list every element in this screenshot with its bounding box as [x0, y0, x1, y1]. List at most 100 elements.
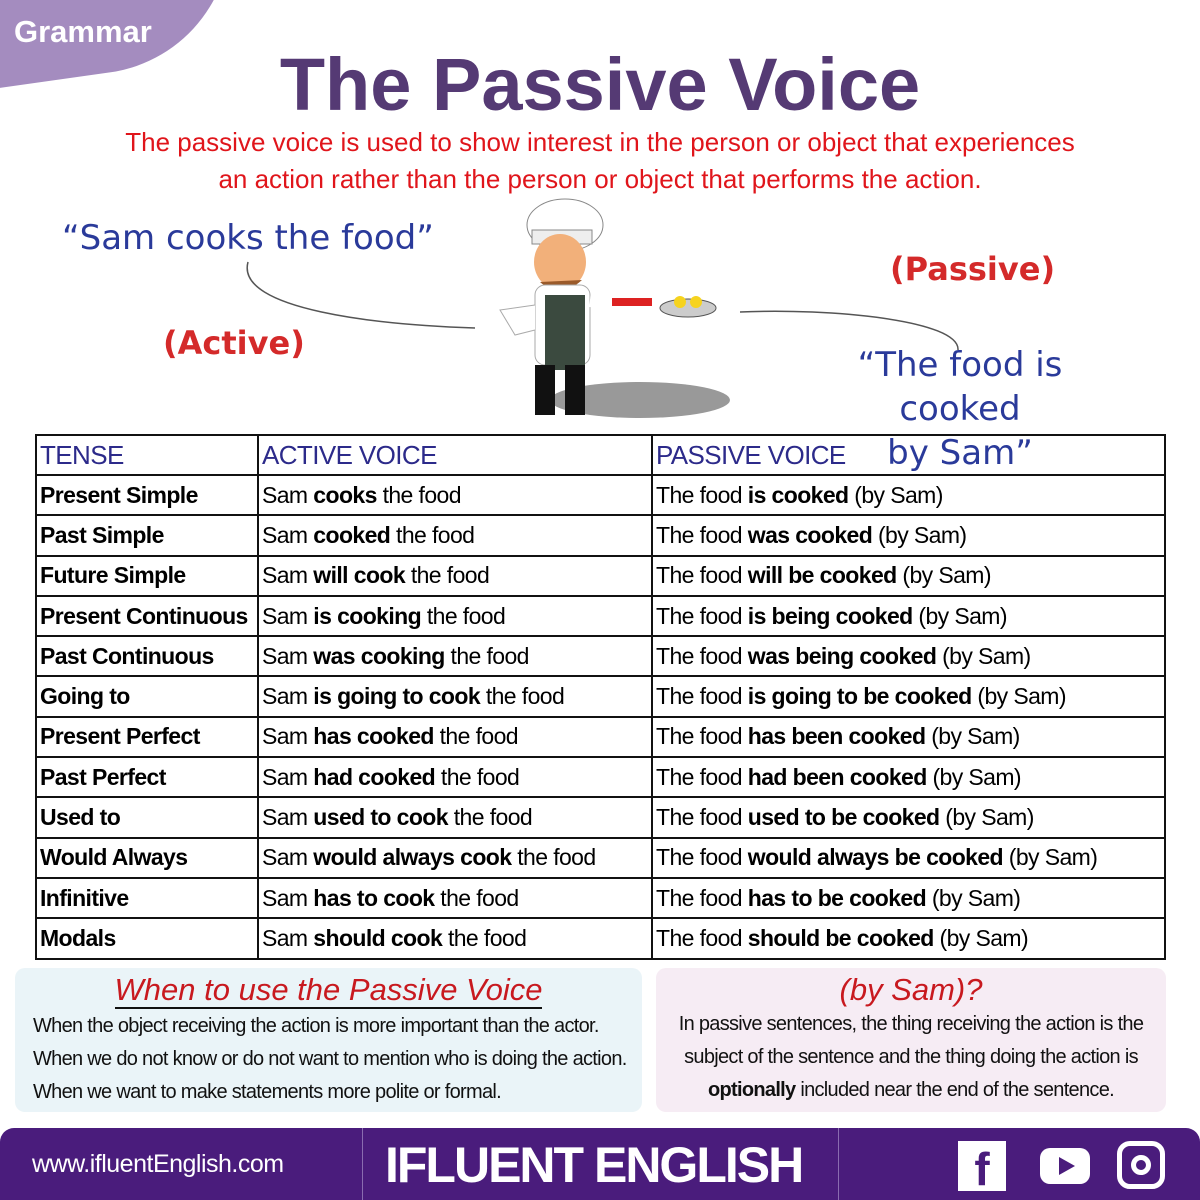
verb-phrase: is being cooked: [747, 602, 913, 629]
active-cell: Sam cooked the food: [257, 514, 653, 557]
passive-cell: The food was cooked (by Sam): [651, 514, 1166, 557]
tense-cell: Would Always: [35, 836, 259, 879]
passive-cell: The food will be cooked (by Sam): [651, 554, 1166, 597]
when-to-use-box: When to use the Passive Voice When the o…: [15, 968, 642, 1112]
verb-phrase: should be cooked: [747, 924, 935, 951]
cell-text: (by Sam): [926, 763, 1021, 790]
table-row: Present Simple Sam cooks the food The food…: [35, 473, 1166, 517]
passive-cell: The food was being cooked (by Sam): [651, 635, 1166, 678]
cell-text: the food: [405, 562, 490, 589]
tense-cell: Going to: [35, 675, 259, 718]
cell-text: The food: [656, 562, 748, 589]
when-title: When to use the Passive Voice: [15, 972, 642, 1009]
verb-phrase: would always be cooked: [747, 844, 1004, 871]
when-line: When we do not know or do not want to me…: [33, 1048, 627, 1070]
verb-phrase: would always cook: [313, 844, 512, 871]
cell-text: Sam: [262, 481, 314, 508]
passive-cell: The food has been cooked (by Sam): [651, 715, 1166, 759]
cell-text: the food: [376, 481, 462, 508]
active-cell: Sam had cooked the food: [257, 756, 653, 799]
cell-text: Sam: [262, 562, 314, 589]
table-row: Going to Sam is going to cook the food The…: [35, 675, 1166, 718]
table-row: Past Simple Sam cooked the food The food w…: [35, 514, 1166, 557]
cell-text: (by Sam): [925, 723, 1020, 750]
cell-text: Sam: [262, 602, 314, 629]
cell-text: Sam: [262, 844, 314, 871]
cell-text: The food: [656, 804, 748, 831]
subtitle: The passive voice is used to show intere…: [0, 124, 1200, 198]
table-row: Infinitive Sam has to cook the food The fo…: [35, 876, 1166, 920]
by-sam-box: (by Sam)? In passive sentences, the thin…: [656, 968, 1166, 1112]
cell-text: the food: [480, 683, 565, 710]
cell-text: the food: [447, 804, 533, 831]
passive-cell: The food had been cooked (by Sam): [651, 756, 1166, 799]
passive-cell: The food is going to be cooked (by Sam): [651, 675, 1166, 718]
by-line: subject of the sentence and the thing do…: [684, 1046, 1138, 1068]
active-quote: “Sam cooks the food”: [62, 218, 434, 258]
by-line: In passive sentences, the thing receivin…: [678, 1013, 1144, 1035]
verb-phrase: has to be cooked: [747, 884, 927, 911]
cell-text: (by Sam): [933, 924, 1029, 951]
tense-cell: Future Simple: [35, 554, 259, 597]
tense-cell: Past Perfect: [35, 756, 259, 799]
table-row: Used to Sam used to cook the food The food…: [35, 796, 1166, 839]
by-title: (by Sam)?: [839, 972, 983, 1007]
cell-text: Sam: [262, 723, 314, 750]
cell-text: (by Sam): [848, 481, 943, 508]
active-cell: Sam was cooking the food: [257, 635, 653, 678]
verb-phrase: is cooking: [313, 602, 422, 629]
verb-phrase: is cooked: [747, 481, 849, 508]
verb-phrase: cooks: [313, 481, 377, 508]
passive-cell: The food would always be cooked (by Sam): [651, 836, 1166, 879]
youtube-icon[interactable]: [1040, 1148, 1090, 1184]
tense-cell: Past Simple: [35, 514, 259, 557]
tense-cell: Modals: [35, 917, 259, 960]
table-row: Present Perfect Sam has cooked the food Th…: [35, 715, 1166, 759]
tense-cell: Infinitive: [35, 876, 259, 920]
verb-phrase: had been cooked: [747, 763, 927, 790]
active-cell: Sam has to cook the food: [257, 876, 653, 920]
cell-text: The food: [656, 683, 748, 710]
cell-text: The food: [656, 924, 748, 951]
header-active: ACTIVE VOICE: [257, 434, 653, 476]
cell-text: (by Sam): [896, 562, 991, 589]
instagram-icon[interactable]: [1117, 1141, 1165, 1189]
table-row: Modals Sam should cook the food The food s…: [35, 917, 1166, 960]
website-link[interactable]: www.ifluentEnglish.com: [32, 1150, 284, 1178]
verb-phrase: has cooked: [313, 723, 434, 750]
cell-text: the food: [390, 521, 475, 548]
cell-text: The food: [656, 844, 748, 871]
by-line: optionally included near the end of the …: [656, 1074, 1166, 1107]
active-cell: Sam is cooking the food: [257, 594, 653, 638]
cell-text: (by Sam): [1003, 844, 1098, 871]
tense-cell: Present Continuous: [35, 594, 259, 638]
when-title-text: When to use the Passive Voice: [114, 972, 543, 1009]
when-line: When we want to make statements more pol…: [33, 1081, 502, 1103]
cell-text: the food: [444, 642, 530, 669]
cell-text: (by Sam): [939, 804, 1034, 831]
cell-text: the food: [511, 844, 596, 871]
active-cell: Sam would always cook the food: [257, 836, 653, 879]
cell-text: the food: [435, 763, 520, 790]
active-cell: Sam is going to cook the food: [257, 675, 653, 718]
table-row: Past Perfect Sam had cooked the food The f…: [35, 756, 1166, 799]
active-cell: Sam should cook the food: [257, 917, 653, 960]
cell-text: The food: [656, 763, 748, 790]
cell-text: (by Sam): [926, 884, 1021, 911]
cell-text: (by Sam): [936, 642, 1031, 669]
cell-text: (by Sam): [912, 602, 1007, 629]
cell-text: The food: [656, 602, 748, 629]
passive-cell: The food should be cooked (by Sam): [651, 917, 1166, 960]
facebook-icon[interactable]: f: [958, 1141, 1006, 1191]
passive-cell: The food is cooked (by Sam): [651, 473, 1166, 517]
when-line: When the object receiving the action is …: [33, 1015, 599, 1037]
verb-phrase: is going to cook: [313, 683, 481, 710]
passive-cell: The food used to be cooked (by Sam): [651, 796, 1166, 839]
passive-cell: The food is being cooked (by Sam): [651, 594, 1166, 638]
tense-cell: Present Simple: [35, 473, 259, 517]
tense-table: TENSE ACTIVE VOICE PASSIVE VOICE Present…: [35, 434, 1166, 960]
verb-phrase: used to cook: [313, 804, 448, 831]
cell-text: Sam: [262, 763, 314, 790]
divider: [362, 1128, 363, 1200]
active-cell: Sam has cooked the food: [257, 715, 653, 759]
